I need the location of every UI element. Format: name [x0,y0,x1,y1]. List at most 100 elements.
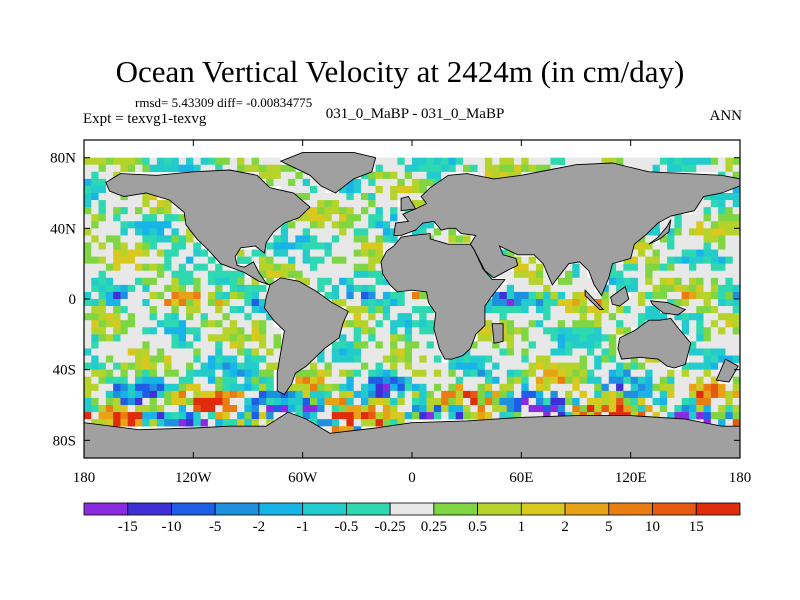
heatmap-cell [703,397,712,406]
heatmap-cell [156,200,165,208]
heatmap-cell [397,157,406,166]
heatmap-cell [514,369,522,378]
heatmap-cell [222,157,231,166]
heatmap-cell [324,426,333,434]
heatmap-cell [331,412,340,420]
heatmap-cell [273,256,282,264]
heatmap-cell [273,341,282,349]
heatmap-cell [543,362,551,370]
heatmap-cell [681,299,690,307]
heatmap-cell [368,306,376,314]
heatmap-cell [105,405,114,413]
heatmap-cell [207,369,216,378]
heatmap-cell [229,277,238,286]
heatmap-cell [360,412,369,420]
heatmap-cell [565,355,573,363]
heatmap-cell [127,235,136,243]
heatmap-cell [98,299,107,307]
heatmap-cell [113,405,121,413]
heatmap-cell [360,263,369,272]
heatmap-cell [506,270,515,279]
heatmap-cell [353,348,362,356]
heatmap-cell [295,235,303,243]
heatmap-cell [667,313,675,321]
heatmap-cell [186,341,194,349]
heatmap-cell [550,390,559,399]
heatmap-cell [703,214,712,222]
heatmap-cell [718,200,726,208]
heatmap-cell [346,348,354,356]
heatmap-cell [207,397,216,406]
heatmap-cell [280,228,289,236]
heatmap-cell [514,390,522,399]
heatmap-cell [703,355,712,363]
heatmap-cell [193,376,201,385]
heatmap-cell [616,405,624,413]
heatmap-cell [156,341,165,349]
heatmap-cell [266,320,274,328]
heatmap-cell [317,390,325,399]
heatmap-cell [645,412,653,420]
heatmap-cell [710,376,719,385]
heatmap-cell [550,284,559,293]
heatmap-cell [703,320,712,328]
heatmap-cell [105,306,114,314]
heatmap-cell [266,256,274,264]
heatmap-cell [309,242,318,250]
heatmap-cell [215,397,223,406]
heatmap-cell [193,383,201,392]
heatmap-cell [120,376,129,385]
heatmap-cell [120,405,129,413]
heatmap-cell [309,270,318,279]
heatmap-cell [98,157,107,166]
heatmap-cell [382,291,391,300]
heatmap-cell [404,306,413,314]
heatmap-cell [404,207,413,215]
heatmap-cell [266,327,274,335]
heatmap-cell [288,221,296,229]
heatmap-cell [156,405,165,413]
heatmap-cell [441,412,449,420]
heatmap-cell [171,348,180,356]
heatmap-cell [186,334,194,342]
heatmap-cell [105,200,114,208]
heatmap-cell [732,207,741,215]
heatmap-cell [120,390,129,399]
heatmap-cell [645,390,653,399]
heatmap-cell [594,306,602,314]
heatmap-cell [360,405,369,413]
heatmap-cell [237,376,245,385]
heatmap-cell [441,369,449,378]
heatmap-cell [171,228,180,236]
heatmap-cell [207,313,216,321]
heatmap-cell [360,178,369,187]
heatmap-cell [477,355,486,363]
heatmap-cell [681,362,690,370]
heatmap-cell [273,405,282,413]
heatmap-cell [149,369,158,378]
heatmap-cell [178,419,187,427]
heatmap-cell [251,348,260,356]
heatmap-cell [499,397,508,406]
heatmap-cell [207,270,216,279]
heatmap-cell [623,313,631,321]
heatmap-cell [674,390,682,399]
heatmap-cell [149,164,158,173]
heatmap-cell [324,405,333,413]
heatmap-cell [302,369,311,378]
heatmap-cell [127,221,136,229]
heatmap-cell [280,397,289,406]
heatmap-cell [557,369,566,378]
heatmap-cell [455,412,464,420]
heatmap-cell [725,263,734,272]
heatmap-cell [105,291,114,300]
heatmap-cell [127,334,136,342]
heatmap-cell [120,341,129,349]
heatmap-cell [528,313,537,321]
heatmap-cell [317,284,325,293]
heatmap-cell [565,306,573,314]
heatmap-cell [127,270,136,279]
heatmap-cell [645,306,653,314]
heatmap-cell [506,362,515,370]
heatmap-cell [659,383,668,392]
